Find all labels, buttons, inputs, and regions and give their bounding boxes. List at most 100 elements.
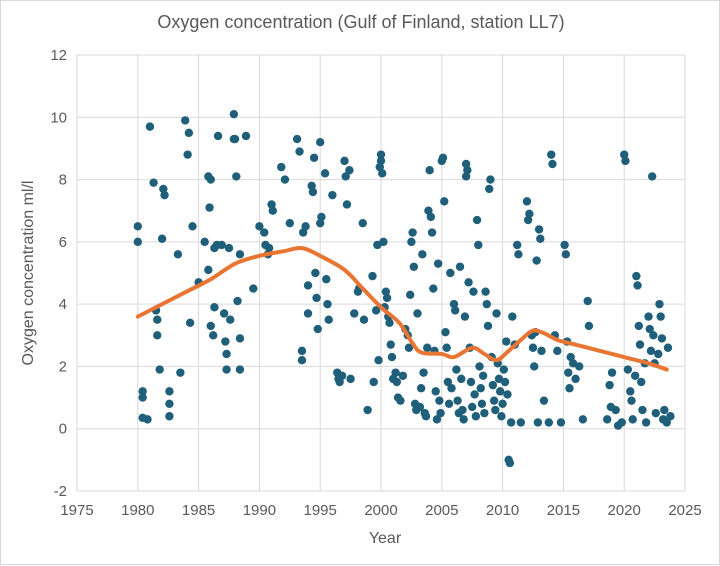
- data-point: [630, 371, 640, 380]
- x-tick-label: 1980: [121, 502, 154, 519]
- data-point: [217, 240, 226, 250]
- data-point: [488, 380, 498, 390]
- data-point: [583, 296, 592, 306]
- x-tick-label: 1975: [60, 502, 93, 519]
- data-point: [381, 287, 391, 296]
- data-point: [464, 278, 473, 287]
- data-point: [466, 377, 476, 387]
- data-point: [460, 312, 470, 321]
- data-point: [413, 309, 422, 318]
- data-point: [457, 374, 466, 384]
- data-point: [409, 262, 419, 271]
- data-point: [188, 222, 197, 231]
- data-point: [443, 377, 453, 387]
- data-point: [185, 318, 195, 328]
- data-point: [645, 324, 654, 334]
- data-point: [379, 237, 388, 247]
- data-point: [392, 377, 402, 387]
- data-point: [539, 396, 549, 405]
- x-tick-label: 2005: [425, 502, 458, 519]
- data-point: [433, 259, 443, 268]
- data-point: [461, 159, 471, 169]
- data-point: [408, 228, 417, 237]
- data-point: [358, 218, 367, 228]
- data-point: [514, 250, 523, 259]
- data-point: [470, 390, 479, 399]
- trend-line: [135, 245, 669, 372]
- data-point: [340, 156, 349, 166]
- data-point: [441, 327, 450, 337]
- data-point: [205, 203, 214, 212]
- data-point: [605, 380, 614, 390]
- data-point: [485, 184, 494, 194]
- data-point: [446, 268, 455, 278]
- data-point: [213, 131, 223, 141]
- data-point: [312, 293, 321, 303]
- data-point: [313, 324, 322, 334]
- data-point: [435, 396, 444, 405]
- data-point: [476, 384, 485, 393]
- data-point: [145, 122, 155, 131]
- data-point: [628, 415, 637, 424]
- data-point: [499, 365, 509, 374]
- data-point: [297, 346, 307, 356]
- data-point: [556, 418, 566, 427]
- data-point: [472, 215, 482, 225]
- data-point: [620, 150, 629, 159]
- data-point: [647, 172, 657, 181]
- x-tick-label: 1985: [182, 502, 215, 519]
- data-point: [206, 175, 215, 184]
- data-point: [350, 309, 359, 318]
- data-point: [666, 412, 675, 421]
- data-point: [654, 349, 663, 359]
- data-point: [478, 371, 488, 380]
- data-point: [404, 343, 414, 352]
- data-point: [561, 250, 571, 259]
- data-point: [308, 187, 318, 197]
- data-point: [663, 343, 673, 352]
- data-point: [165, 387, 174, 396]
- data-point: [440, 197, 449, 206]
- data-point: [341, 172, 350, 181]
- chart-title: Oxygen concentration (Gulf of Finland, s…: [157, 12, 564, 32]
- data-point: [391, 368, 400, 377]
- data-point: [405, 290, 415, 299]
- data-point: [450, 306, 460, 315]
- data-point: [407, 237, 416, 247]
- data-point: [455, 262, 465, 271]
- data-point: [427, 228, 437, 237]
- data-point: [416, 384, 426, 393]
- data-point: [660, 405, 669, 415]
- data-point: [431, 387, 440, 396]
- data-point: [533, 418, 543, 427]
- y-tick-label: 4: [59, 296, 67, 313]
- data-point: [544, 418, 554, 427]
- data-point: [536, 234, 545, 243]
- data-point: [505, 458, 515, 468]
- grid-layer: [76, 54, 686, 492]
- data-point: [322, 275, 331, 284]
- data-point: [165, 399, 174, 408]
- data-point: [534, 225, 544, 234]
- data-point: [143, 415, 152, 424]
- data-point: [627, 396, 636, 405]
- data-point: [483, 321, 493, 331]
- data-point: [208, 331, 218, 340]
- data-point: [481, 287, 490, 296]
- data-point: [342, 200, 352, 209]
- data-point: [396, 396, 405, 405]
- data-point: [442, 343, 451, 352]
- data-point: [532, 256, 541, 265]
- data-point: [369, 377, 378, 387]
- data-point: [564, 368, 573, 377]
- data-point: [268, 206, 277, 215]
- data-point: [280, 175, 290, 184]
- y-tick-label: 10: [50, 109, 67, 126]
- data-point: [316, 218, 325, 228]
- data-point: [183, 150, 192, 159]
- data-point: [224, 243, 234, 253]
- data-point: [475, 362, 484, 371]
- data-point: [382, 293, 392, 303]
- data-point: [285, 218, 294, 228]
